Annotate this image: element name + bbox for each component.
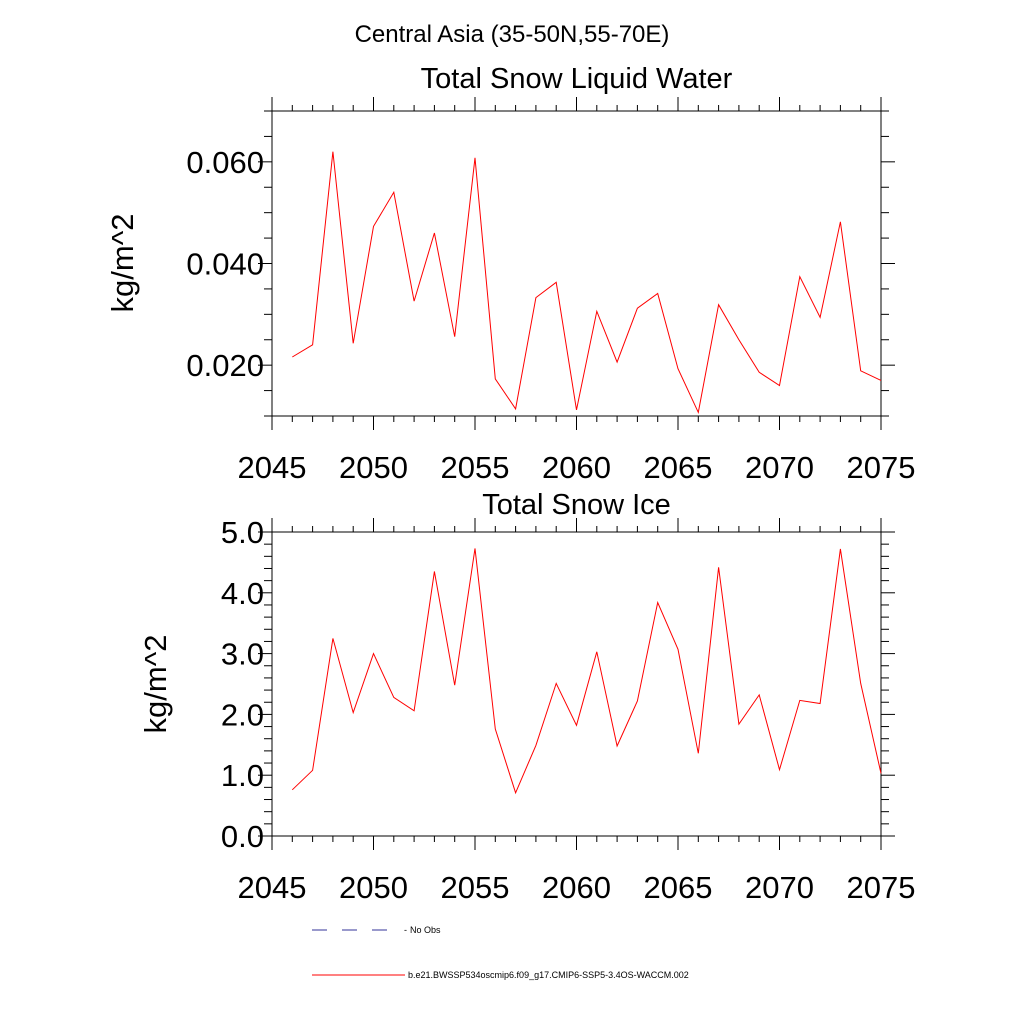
data-point [292,356,293,357]
y-tick-label: 0.040 [186,247,264,282]
data-point [353,343,354,344]
data-point [617,745,618,746]
x-tick-label: 2065 [644,450,713,485]
data-point [312,770,313,771]
x-tick-label: 2075 [847,450,916,485]
series-line [292,151,882,415]
data-point [515,792,516,793]
y-tick-label: 5.0 [221,515,264,550]
y-tick-label: 2.0 [221,697,264,732]
data-point [292,789,293,790]
y-tick-label: 0.020 [186,348,264,383]
data-point [637,700,638,701]
data-point [880,773,881,774]
y-axis-label: kg/m^2 [105,214,140,313]
data-point [860,370,861,371]
y-tick-label: 0.060 [186,145,264,180]
chart-panel-snow-liquid-water: Total Snow Liquid Water 2045 2050 2055 2060 2… [105,63,915,485]
data-point [779,385,780,386]
legend: - No Obs b.e21.BWSSP534oscmip6.f09_g17.C… [312,925,689,980]
x-tick-label: 2050 [339,870,408,905]
data-point [556,282,557,283]
x-tick-label: 2060 [542,870,611,905]
x-tick-label: 2070 [745,870,814,905]
data-point [779,769,780,770]
data-point [820,703,821,704]
data-point [677,649,678,650]
y-tick-label: 1.0 [221,758,264,793]
data-point [596,651,597,652]
x-tick-label: 2055 [441,450,510,485]
data-point [312,344,313,345]
data-point [495,378,496,379]
data-point [860,683,861,684]
series-line [291,548,882,795]
data-point [535,745,536,746]
data-point [759,372,760,373]
data-point [576,409,577,410]
data-point [657,293,658,294]
plot-frame [271,110,882,417]
data-point [657,602,658,603]
y-tick-label: 4.0 [221,576,264,611]
data-point [373,226,374,227]
data-point [434,232,435,233]
data-point [718,304,719,305]
y-tick-label: 3.0 [221,637,264,672]
x-tick-label: 2065 [644,870,713,905]
x-tick-label: 2055 [441,870,510,905]
x-tick-label: 2045 [238,870,307,905]
data-point [799,276,800,277]
data-point [596,311,597,312]
legend-noobs-label: No Obs [410,925,441,935]
data-point [799,700,800,701]
x-tick-label: 2075 [847,870,916,905]
data-point [332,638,333,639]
chart-title: Total Snow Ice [482,489,671,521]
data-point [617,362,618,363]
data-point [474,157,475,158]
x-tick-label: 2060 [542,450,611,485]
data-point [576,725,577,726]
x-tick-label: 2045 [238,450,307,485]
data-point [414,710,415,711]
data-point [474,548,475,549]
data-point [373,653,374,654]
data-point [718,567,719,568]
data-point [698,753,699,754]
data-point [820,317,821,318]
data-point [434,571,435,572]
data-point [535,297,536,298]
data-point [495,728,496,729]
data-point [840,221,841,222]
data-point [556,683,557,684]
data-point [393,192,394,193]
data-point [393,697,394,698]
data-point [738,339,739,340]
x-tick-label: 2070 [745,450,814,485]
data-point [698,412,699,413]
x-tick-label: 2050 [339,450,408,485]
data-point [515,408,516,409]
chart-panel-snow-ice: Total Snow Ice 2045 2050 2055 2060 2065 2070 20… [138,489,915,905]
data-point [454,685,455,686]
y-tick-label: 0.0 [221,819,264,854]
data-point [637,308,638,309]
data-point [332,151,333,152]
data-point [738,724,739,725]
data-point [414,301,415,302]
data-point [454,336,455,337]
legend-noobs-dash: - [404,925,407,935]
legend-series-label: b.e21.BWSSP534oscmip6.f09_g17.CMIP6-SSP5… [408,970,689,980]
data-point [759,694,760,695]
y-axis-label: kg/m^2 [138,635,173,734]
data-point [880,380,881,381]
chart-title: Total Snow Liquid Water [421,63,733,95]
data-point [840,548,841,549]
page-title: Central Asia (35-50N,55-70E) [355,21,670,48]
data-point [353,712,354,713]
data-point [677,368,678,369]
